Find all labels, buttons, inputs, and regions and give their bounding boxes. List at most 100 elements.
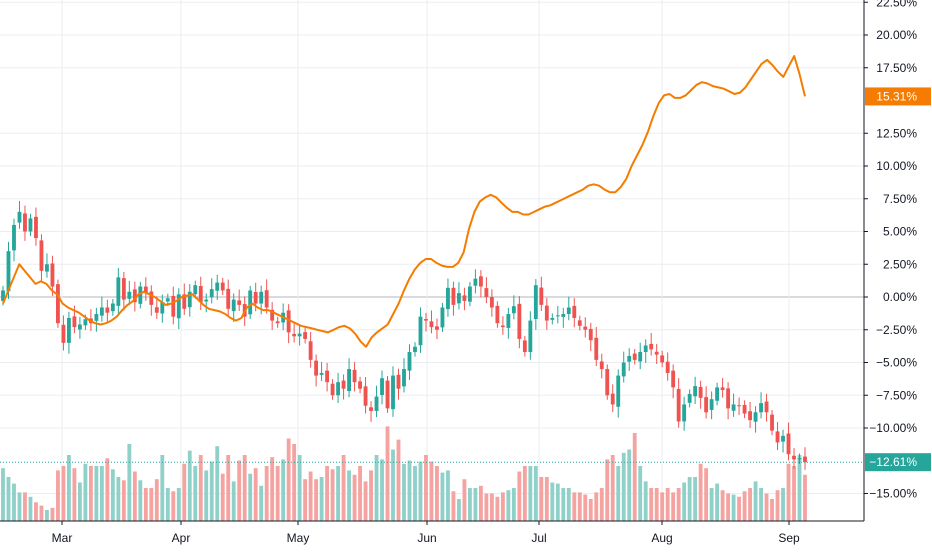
candle-body xyxy=(803,456,807,463)
volume-bar xyxy=(489,493,494,521)
candle-body xyxy=(23,213,27,232)
candle-body xyxy=(215,282,220,291)
candle-body xyxy=(594,337,599,360)
candle-body xyxy=(237,300,242,305)
y-tick-label: 10.00% xyxy=(876,159,917,173)
candle-body xyxy=(572,305,577,318)
y-tick-label: 5.00% xyxy=(883,225,917,239)
y-tick-label: −2.50% xyxy=(876,323,917,337)
candle-body xyxy=(171,295,176,317)
candle-body xyxy=(500,325,505,328)
candle-body xyxy=(413,346,417,353)
volume-bar xyxy=(616,466,621,521)
candle-body xyxy=(665,361,670,373)
y-tick-label: −5.00% xyxy=(876,356,917,370)
volume-bar xyxy=(599,488,604,521)
volume-bar xyxy=(803,474,807,521)
volume-bar xyxy=(143,488,148,521)
volume-bar xyxy=(467,488,472,521)
volume-bar xyxy=(385,426,390,521)
candle-body xyxy=(682,404,687,422)
volume-bar xyxy=(369,470,373,521)
volume-bar xyxy=(786,463,791,521)
price-candles xyxy=(1,200,807,470)
candle-body xyxy=(50,263,55,287)
candle-body xyxy=(264,290,269,308)
candle-body xyxy=(649,343,654,350)
volume-bar xyxy=(17,492,22,521)
volume-bar xyxy=(154,479,159,521)
x-tick-label: Aug xyxy=(651,531,672,545)
candle-body xyxy=(369,407,373,411)
volume-bar xyxy=(292,444,297,521)
candle-body xyxy=(742,404,747,414)
volume-bar xyxy=(500,492,505,521)
volume-bar xyxy=(737,496,742,521)
volume-bars xyxy=(1,426,807,521)
candle-body xyxy=(187,291,192,308)
x-tick-label: May xyxy=(287,531,310,545)
volume-bar xyxy=(522,466,527,521)
candle-body xyxy=(566,307,571,315)
volume-bar xyxy=(281,459,286,521)
volume-bar xyxy=(319,477,324,521)
volume-bar xyxy=(99,466,104,521)
volume-bar xyxy=(550,482,555,521)
candle-body xyxy=(473,278,478,286)
volume-bar xyxy=(572,492,577,521)
candle-body xyxy=(495,305,500,324)
y-tick-label: −15.00% xyxy=(869,487,917,501)
volume-bar xyxy=(693,477,698,521)
candle-body xyxy=(676,388,681,422)
volume-bar xyxy=(781,488,785,521)
volume-bar xyxy=(363,481,368,521)
volume-bar xyxy=(286,438,291,521)
volume-bar xyxy=(638,466,643,521)
volume-bar xyxy=(275,466,280,521)
volume-bar xyxy=(215,446,220,521)
volume-bar xyxy=(77,482,82,521)
x-tick-label: Jun xyxy=(417,531,436,545)
candle-body xyxy=(737,405,742,407)
candle-body xyxy=(165,298,170,302)
candle-body xyxy=(303,332,308,339)
volume-bar xyxy=(632,433,637,521)
x-tick-label: Jul xyxy=(531,531,546,545)
volume-bar xyxy=(374,455,379,521)
axes: 22.50% 20.00% 17.50% 12.50% 10.00% 7.50% 5.00%… xyxy=(0,0,917,545)
candle-body xyxy=(308,341,313,360)
candle-body xyxy=(550,317,555,320)
volume-bar xyxy=(704,468,709,521)
volume-bar xyxy=(138,480,143,521)
y-tick-label: 0.00% xyxy=(883,290,917,304)
volume-bar xyxy=(462,479,467,521)
volume-bar xyxy=(105,458,110,521)
y-tick-label: −10.00% xyxy=(869,421,917,435)
candle-body xyxy=(797,458,802,460)
candle-body xyxy=(759,403,763,413)
volume-bar xyxy=(605,459,610,521)
volume-bar xyxy=(253,468,258,521)
y-tick-label: 7.50% xyxy=(883,192,917,206)
y-tick-label: 12.50% xyxy=(876,126,917,140)
volume-bar xyxy=(325,466,330,521)
volume-bar xyxy=(457,499,461,521)
price-last-value-badge xyxy=(865,453,931,472)
candle-body xyxy=(176,294,181,319)
candle-body xyxy=(325,370,330,383)
volume-bar xyxy=(544,477,549,521)
candle-body xyxy=(748,411,752,421)
volume-bar xyxy=(627,449,632,521)
candle-body xyxy=(429,321,434,328)
candle-body xyxy=(12,224,16,251)
candle-body xyxy=(588,328,593,341)
x-tick-label: Mar xyxy=(52,531,73,545)
volume-bar xyxy=(176,488,181,521)
volume-bar xyxy=(94,466,99,521)
volume-bar xyxy=(72,468,77,521)
candle-body xyxy=(138,286,143,304)
candle-body xyxy=(314,360,319,376)
volume-bar xyxy=(391,449,395,521)
